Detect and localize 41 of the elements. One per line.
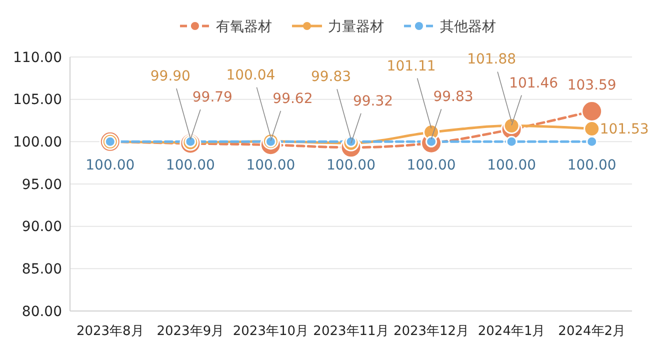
data-label: 99.62 (272, 90, 313, 107)
y-tick-label: 110.00 (13, 50, 62, 66)
point (581, 100, 603, 122)
y-tick-label: 100.00 (13, 134, 62, 151)
y-tick-label: 95.00 (22, 176, 62, 193)
data-label: 99.83 (310, 69, 352, 86)
data-label: 100.00 (406, 158, 456, 174)
data-label: 99.32 (352, 93, 394, 110)
point (503, 118, 520, 134)
data-label: 100.00 (246, 158, 296, 174)
data-label: 100.04 (226, 67, 276, 84)
y-tick-label: 85.00 (22, 262, 62, 278)
x-tick-label: 2024年1月 (478, 324, 546, 339)
data-label: 101.11 (386, 58, 436, 74)
y-tick-label: 105.00 (13, 92, 62, 108)
data-label: 100.00 (86, 158, 135, 174)
y-tick-label: 80.00 (22, 304, 62, 320)
legend-label: 力量器材 (328, 18, 384, 35)
x-tick-label: 2023年10月 (232, 324, 309, 339)
x-tick-label: 2023年9月 (156, 324, 224, 339)
data-label: 101.88 (467, 52, 516, 68)
data-label: 103.59 (567, 77, 616, 94)
x-tick-label: 2024年2月 (558, 324, 626, 339)
data-label: 101.53 (600, 122, 649, 138)
data-label: 99.79 (192, 89, 232, 106)
x-tick-label: 2023年8月 (76, 324, 144, 339)
data-label: 100.00 (487, 158, 536, 174)
data-label: 100.00 (326, 158, 376, 174)
data-label: 100.00 (166, 158, 215, 174)
y-tick-label: 90.00 (22, 219, 62, 236)
data-label: 101.46 (509, 75, 558, 92)
x-tick-label: 2023年11月 (313, 324, 389, 339)
legend-label: 其他器材 (440, 18, 496, 35)
data-label: 99.83 (433, 89, 474, 106)
point (506, 136, 518, 148)
legend-label: 有氧器材 (216, 18, 272, 35)
data-label: 99.90 (150, 68, 190, 85)
point (586, 136, 598, 148)
x-tick-label: 2023年12月 (393, 324, 470, 339)
data-label: 100.00 (567, 158, 616, 174)
point (584, 120, 600, 137)
